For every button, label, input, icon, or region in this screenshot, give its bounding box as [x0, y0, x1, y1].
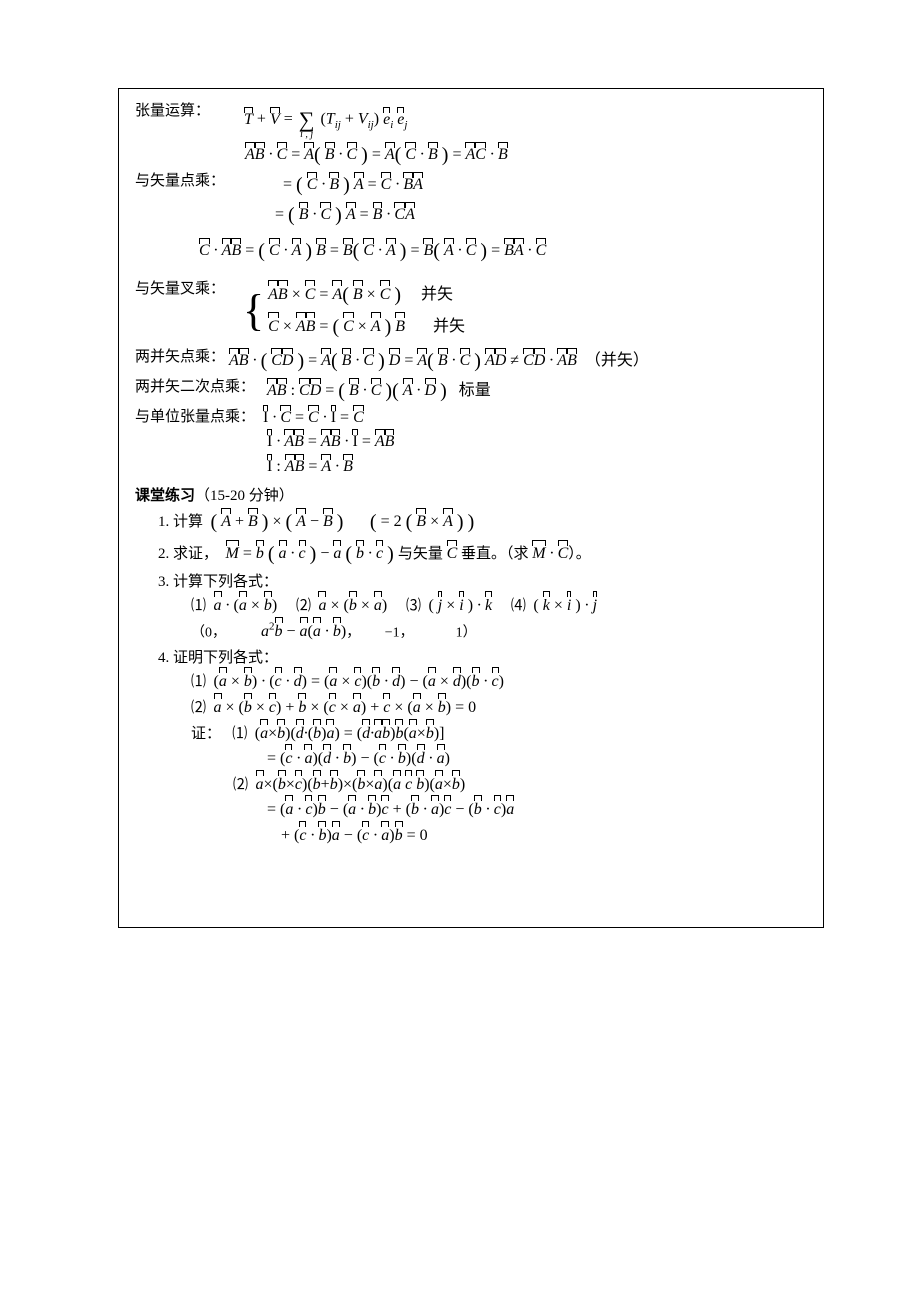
ex3-answers: （0， a2b − a(a · b)， −1， 1）: [191, 619, 807, 645]
ex2-eq: M = b ( a · c ) − a ( b · c ): [226, 545, 398, 562]
ex3-n4: ⑷: [511, 598, 526, 614]
eq-cab: C · AB = ( C · A ) B = B( C · A ) = B( A…: [135, 237, 807, 265]
exercise-4: 证明下列各式： ⑴ (a × b) · (c · d) = (a × c)(b …: [173, 647, 807, 849]
eq-dot-line2: = ( C · B ) A = C · BA: [283, 171, 423, 199]
ex4-n2: ⑵: [191, 700, 206, 716]
proof-n1: ⑴: [232, 726, 247, 742]
label-cross: 与矢量叉乘：: [135, 279, 225, 300]
exercise-3: 计算下列各式： ⑴ a · (a × b) ⑵ a × (b × a) ⑶ ( …: [173, 571, 807, 645]
ex2-tail1: 垂直。（求: [461, 546, 532, 562]
proof2-line1: a×(b×c)(b+b)×(b×a)(a c b)(a×b): [256, 776, 466, 793]
label-two-dyad-dot: 两并矢点乘：: [135, 347, 225, 368]
tag-dyad-1: 并矢: [421, 286, 453, 303]
content-frame: 张量运算： T + V = ∑i , j (Tij + Vij) ei ej A…: [118, 88, 824, 928]
row-two-dyad-ddot: 两并矢二次点乘： AB : CD = ( B · C )( A · D ) 标量: [135, 377, 807, 405]
eq-two-dyad-dot: AB · ( CD ) = A( B · C ) D = A( B · C ) …: [229, 347, 649, 375]
exercises-heading: 课堂练习（15-20 分钟）: [135, 484, 807, 505]
row-cross: 与矢量叉乘： { AB × C = A( B × C ) 并矢 C × AB =: [135, 279, 807, 343]
eq-tensor-sum: T + V = ∑i , j (Tij + Vij) ei ej: [244, 101, 407, 139]
eq-unit-1: I · C = C · I = C: [263, 407, 364, 429]
exercise-1: 计算 ( A + B ) × ( A − B ) ( = 2 ( B × A )…: [173, 507, 807, 537]
label-tensor-op: 张量运算：: [135, 101, 210, 122]
ex2-mid: 与矢量: [398, 546, 447, 562]
page: 张量运算： T + V = ∑i , j (Tij + Vij) ei ej A…: [0, 0, 920, 1302]
tag-scalar: 标量: [459, 382, 491, 399]
ex3-ans-3: −1，: [385, 625, 414, 640]
ex3-ans-4: 1: [456, 625, 463, 640]
proof-n2: ⑵: [233, 777, 248, 793]
eq-unit-3: I : AB = A · B: [135, 456, 807, 478]
exercises-title: 课堂练习: [135, 488, 195, 504]
label-dot: 与矢量点乘：: [135, 171, 225, 192]
cross-cases: { AB × C = A( B × C ) 并矢 C × AB = ( C × …: [243, 279, 465, 343]
label-two-dyad-ddot: 两并矢二次点乘：: [135, 377, 255, 398]
ex3-items: ⑴ a · (a × b) ⑵ a × (b × a) ⑶ ( j × i ) …: [173, 593, 807, 645]
ex2-prefix: 求证，: [173, 546, 218, 562]
eq-dot-line1: AB · C = A( B · C ) = A( C · B ) = AC · …: [135, 141, 807, 169]
ex3-ans-1: 0，: [205, 625, 226, 640]
row-tensor-op: 张量运算： T + V = ∑i , j (Tij + Vij) ei ej: [135, 101, 807, 139]
eq-unit-2: I · AB = AB · I = AB: [135, 431, 807, 453]
exercise-2: 求证， M = b ( a · c ) − a ( b · c ) 与矢量 C …: [173, 539, 807, 569]
ex3-prefix: 计算下列各式：: [173, 574, 278, 590]
proof2-line2: = (a · c)b − (a · b)c + (b · a)c − (b · …: [267, 801, 514, 818]
tag-dyad-2: 并矢: [433, 318, 465, 335]
ex3-n1: ⑴: [191, 598, 206, 614]
proof-prefix: 证：: [191, 726, 221, 742]
exercises-time: （15-20 分钟）: [195, 488, 294, 504]
row-two-dyad-dot: 两并矢点乘： AB · ( CD ) = A( B · C ) D = A( B…: [135, 347, 807, 375]
ex4-prefix: 证明下列各式：: [173, 650, 278, 666]
exercise-list: 计算 ( A + B ) × ( A − B ) ( = 2 ( B × A )…: [135, 507, 807, 849]
proof2-line3: + (c · b)a − (c · a)b = 0: [281, 827, 428, 844]
ex4-items: ⑴ (a × b) · (c · d) = (a × c)(b · d) − (…: [173, 669, 807, 848]
proof1-line2: = (c · a)(d · b) − (c · b)(d · a): [267, 750, 450, 767]
ex2-tail2: ）。: [568, 546, 591, 562]
tag-dyad-paren: （并矢）: [585, 352, 649, 369]
ex1-prefix: 计算: [173, 514, 203, 530]
ex3-n3: ⑶: [406, 598, 421, 614]
label-unit: 与单位张量点乘：: [135, 407, 255, 428]
ex1-rhs: ( = 2 ( B × A ) ): [370, 513, 474, 530]
row-dot-label: 与矢量点乘： = ( C · B ) A = C · BA: [135, 171, 807, 199]
eq-two-dyad-ddot: AB : CD = ( B · C )( A · D ) 标量: [267, 377, 491, 405]
ex1-lhs: ( A + B ) × ( A − B ): [211, 513, 348, 530]
proof1-line1: (a×b)(d·(b)a) = (d·ab)b(a×b)]: [255, 725, 445, 742]
eq-dot-line3: = ( B · C ) A = B · CA: [135, 201, 807, 229]
ex3-n2: ⑵: [296, 598, 311, 614]
row-unit-1: 与单位张量点乘： I · C = C · I = C: [135, 407, 807, 429]
ex4-n1: ⑴: [191, 674, 206, 690]
